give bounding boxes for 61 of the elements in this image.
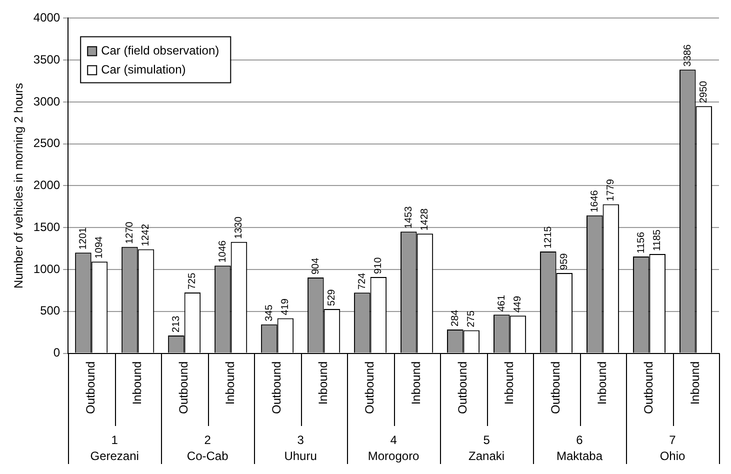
legend-label: Car (simulation) [101,62,186,77]
y-tick-label: 1000 [33,262,60,276]
y-tick-label: 2500 [33,136,60,150]
y-tick-label: 3000 [33,94,60,108]
x-tick-label: Inbound [409,361,424,405]
data-label: 213 [170,315,182,332]
text: 5 Zanaki [468,433,505,463]
x-tick-label: Inbound [595,361,610,405]
data-label: 1046 [217,240,228,263]
data-label: 1156 [636,232,647,254]
x-tick-label: Inbound [502,361,516,405]
data-label: 529 [326,288,338,306]
data-label: 2950 [698,80,710,104]
text: 7 Ohio [660,433,686,463]
text: 1 Gerezani [90,433,139,463]
x-tick-label: Inbound [130,361,144,405]
x-tick-label: Outbound [362,361,377,414]
data-label: 1453 [403,206,414,229]
y-axis-title: Number of vehicles in morning 2 hours [12,83,26,288]
data-label: 1201 [78,226,89,250]
data-label: 724 [356,272,368,290]
data-label: 1215 [542,226,554,249]
x-tick-label: Inbound [688,361,702,405]
x-tick-label: Inbound [223,361,238,405]
data-label: 1646 [589,190,600,212]
y-tick-label: 500 [40,304,60,318]
data-label: 284 [450,309,461,326]
y-tick-label: 2000 [33,178,60,192]
data-label: 419 [280,298,292,316]
data-label: 1330 [234,216,245,239]
x-tick-label: Outbound [270,361,284,414]
data-label: 1270 [124,221,136,244]
data-label: 1094 [94,236,106,259]
data-label: 1242 [140,224,152,246]
x-tick-label: Outbound [548,361,563,414]
data-label: 449 [512,296,524,313]
data-label: 3386 [682,44,694,67]
data-label: 1428 [420,208,431,231]
legend-label: Car (field observation) [101,44,220,58]
x-tick-label: Outbound [642,361,656,414]
data-label: 904 [310,257,322,275]
x-tick-label: Outbound [176,361,191,414]
y-tick-label: 1500 [33,220,60,234]
data-label: 1779 [606,178,617,202]
data-label: 275 [466,310,478,328]
text: 3 Uhuru [284,433,317,463]
y-tick-label: 3500 [33,52,60,66]
text: 6 Maktaba [556,433,603,463]
y-tick-label: 0 [53,346,60,360]
data-label: 910 [373,256,384,274]
text: 4 Morogoro [368,433,420,463]
x-tick-label: Outbound [456,361,470,414]
data-label: 345 [264,304,275,322]
data-label: 725 [187,272,198,290]
x-tick-label: Outbound [84,361,98,414]
y-tick-label: 4000 [33,10,60,25]
data-label: 959 [559,252,570,270]
data-label: 1185 [652,229,664,252]
data-label: 461 [496,294,508,312]
text: 2 Co-Cab [186,433,229,463]
x-tick-label: Inbound [316,361,330,405]
